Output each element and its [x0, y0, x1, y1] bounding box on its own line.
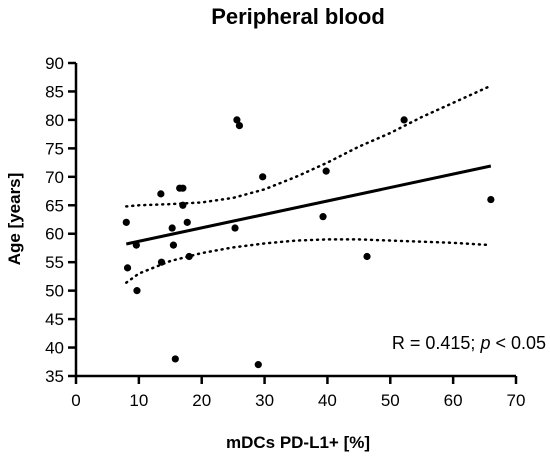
- y-tick-label: 65: [45, 196, 64, 215]
- annotation-p-italic: p: [479, 333, 490, 353]
- data-point: [132, 241, 140, 249]
- x-tick-label: 10: [129, 391, 148, 410]
- data-point: [169, 241, 178, 249]
- y-tick-label: 80: [45, 111, 64, 130]
- x-tick-label: 70: [507, 391, 526, 410]
- y-tick-label: 85: [45, 82, 64, 101]
- data-point: [322, 167, 330, 175]
- regression-line: [125, 164, 492, 246]
- x-tick-label: 0: [71, 391, 80, 410]
- y-tick-label: 70: [45, 168, 64, 187]
- data-point: [183, 218, 191, 226]
- data-point: [235, 122, 244, 130]
- x-tick-label: 40: [318, 391, 337, 410]
- data-point: [487, 195, 495, 204]
- data-point: [179, 201, 187, 209]
- y-tick-label: 75: [45, 139, 64, 158]
- confidence-band-upper: [125, 84, 493, 208]
- y-tick-label: 55: [45, 253, 64, 272]
- data-point: [133, 287, 141, 295]
- y-tick-label: 50: [45, 282, 64, 301]
- confidence-band-lower: [125, 238, 493, 284]
- y-axis-label: Age [years]: [5, 173, 24, 266]
- data-point: [157, 190, 165, 198]
- data-point: [363, 252, 371, 261]
- x-axis-label: mDCs PD-L1+ [%]: [226, 433, 370, 452]
- plot-area: 35 40 45 50 55 60 65 70 75 80 85 90 0 10 20 30 40 50 60 70: [45, 54, 525, 410]
- annotation-suffix: < 0.05: [490, 333, 546, 353]
- data-point: [157, 258, 166, 266]
- correlation-annotation: R = 0.415; p < 0.05: [392, 333, 546, 353]
- data-point: [185, 252, 193, 261]
- y-tick-label: 45: [45, 310, 64, 329]
- annotation-prefix: R = 0.415;: [392, 333, 481, 353]
- y-tick-label: 35: [45, 367, 64, 386]
- data-point: [259, 173, 267, 181]
- data-point: [254, 361, 262, 369]
- chart-title: Peripheral blood: [211, 4, 385, 29]
- data-point: [123, 264, 132, 272]
- y-tick-label: 40: [45, 339, 64, 358]
- y-tick-label: 90: [45, 54, 64, 73]
- x-tick-label: 20: [192, 391, 211, 410]
- x-tick-label: 30: [255, 391, 274, 410]
- x-tick-label: 50: [381, 391, 400, 410]
- data-point: [400, 116, 408, 124]
- data-point: [319, 213, 327, 221]
- y-tick-label: 60: [45, 225, 64, 244]
- data-point: [233, 116, 241, 124]
- data-point: [171, 355, 179, 363]
- data-point: [179, 184, 187, 192]
- data-point: [168, 224, 176, 232]
- data-point: [231, 224, 239, 232]
- data-point: [122, 218, 130, 226]
- x-tick-label: 60: [444, 391, 463, 410]
